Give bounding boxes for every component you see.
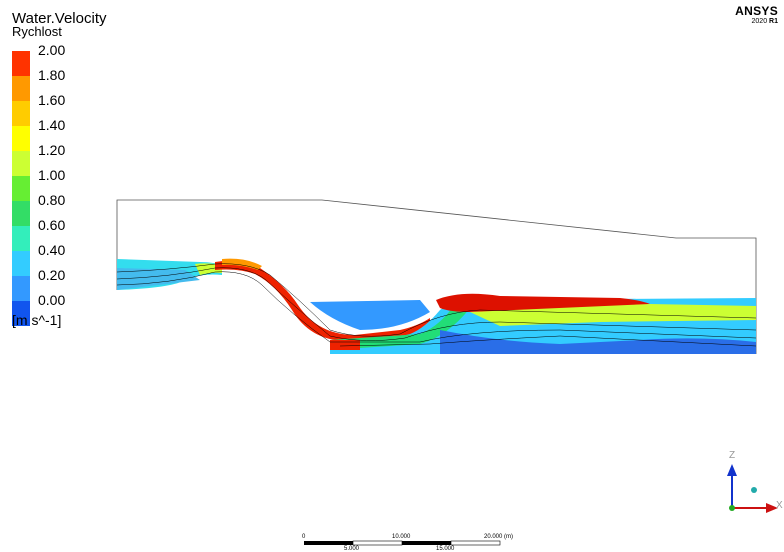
scale-segment — [450, 540, 501, 546]
triad-rotation-dot — [751, 487, 757, 493]
streamlines — [116, 263, 757, 347]
legend-variable-label: Water.Velocity — [12, 10, 107, 27]
legend-swatch — [12, 276, 30, 301]
legend-name-label: Rychlost — [12, 24, 62, 39]
z-axis-label: Z — [729, 450, 736, 461]
scale-label-20: 20.000 (m) — [484, 534, 514, 540]
x-axis-label: X — [776, 500, 783, 511]
legend-tick-label: 1.20 — [38, 142, 66, 158]
scale-segment — [352, 540, 403, 546]
y-axis-dot — [729, 505, 735, 511]
legend-swatch — [12, 101, 30, 126]
legend-swatch — [12, 51, 30, 76]
z-arrowhead — [727, 464, 737, 476]
legend-tick-label: 0.20 — [38, 267, 66, 283]
bottom-low-velocity-region — [440, 330, 756, 354]
scale-label-15: 15.000 — [436, 546, 455, 552]
basin-mid-velocity-region — [330, 304, 470, 350]
legend-tick-label: 1.60 — [38, 92, 66, 108]
downstream-accel-region — [470, 304, 756, 326]
brand-name: ANSYS — [735, 4, 778, 18]
legend-tick-label: 1.40 — [38, 117, 66, 133]
legend-swatch — [12, 151, 30, 176]
brand-version: 2020 R1 — [751, 18, 778, 25]
x-arrowhead — [766, 503, 778, 513]
chute-high-velocity-jet — [215, 260, 430, 341]
scale-label-0: 0 — [302, 534, 306, 540]
legend-tick-label: 2.00 — [38, 42, 66, 58]
domain-outline — [116, 199, 757, 354]
legend-swatch — [12, 251, 30, 276]
legend-swatch — [12, 226, 30, 251]
scale-segment — [402, 541, 451, 545]
scale-label-10: 10.000 — [392, 534, 411, 540]
legend-tick-label: 1.00 — [38, 167, 66, 183]
legend-tick-label: 1.80 — [38, 67, 66, 83]
axis-triad[interactable] — [716, 448, 784, 520]
scale-label-5: 5.000 — [344, 546, 360, 552]
recirculation-region — [310, 300, 430, 330]
legend-tick-label: 0.80 — [38, 192, 66, 208]
legend-swatch — [12, 176, 30, 201]
legend-swatch — [12, 126, 30, 151]
legend-tick-label: 0.40 — [38, 242, 66, 258]
scale-bar — [304, 540, 501, 546]
legend-swatch — [12, 76, 30, 101]
legend-swatch — [12, 201, 30, 226]
legend-swatch — [12, 301, 30, 326]
legend-tick-label: 0.60 — [38, 217, 66, 233]
inlet-jet-region — [330, 340, 360, 350]
upstream-low-velocity-region — [117, 268, 200, 290]
legend-unit-label: [m s^-1] — [12, 312, 62, 328]
legend-tick-label: 0.00 — [38, 292, 66, 308]
ansys-brand: ANSYS 2020 R1 — [735, 4, 778, 25]
scale-segment — [304, 541, 353, 545]
